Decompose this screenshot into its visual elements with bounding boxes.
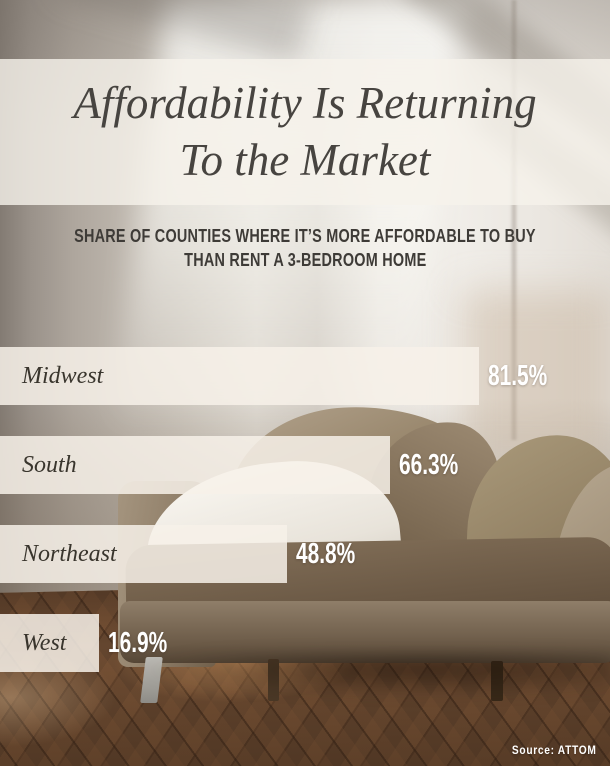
wall-corner-line — [510, 0, 518, 440]
source-attribution: Source: ATTOM — [512, 743, 597, 757]
page-title-line2: To the Market — [179, 135, 431, 185]
couch-floor-shadow — [140, 652, 610, 696]
title-band: Affordability Is Returning To the Market — [0, 59, 610, 205]
page-title-line1: Affordability Is Returning — [73, 78, 537, 128]
chart-subtitle-line2: THAN RENT A 3-BEDROOM HOME — [183, 249, 427, 270]
chart-subtitle: SHARE OF COUNTIES WHERE IT’S MORE AFFORD… — [0, 224, 610, 272]
chart-subtitle-line1: SHARE OF COUNTIES WHERE IT’S MORE AFFORD… — [74, 225, 536, 246]
wall-warm-glow — [462, 290, 610, 460]
couch — [118, 400, 610, 703]
